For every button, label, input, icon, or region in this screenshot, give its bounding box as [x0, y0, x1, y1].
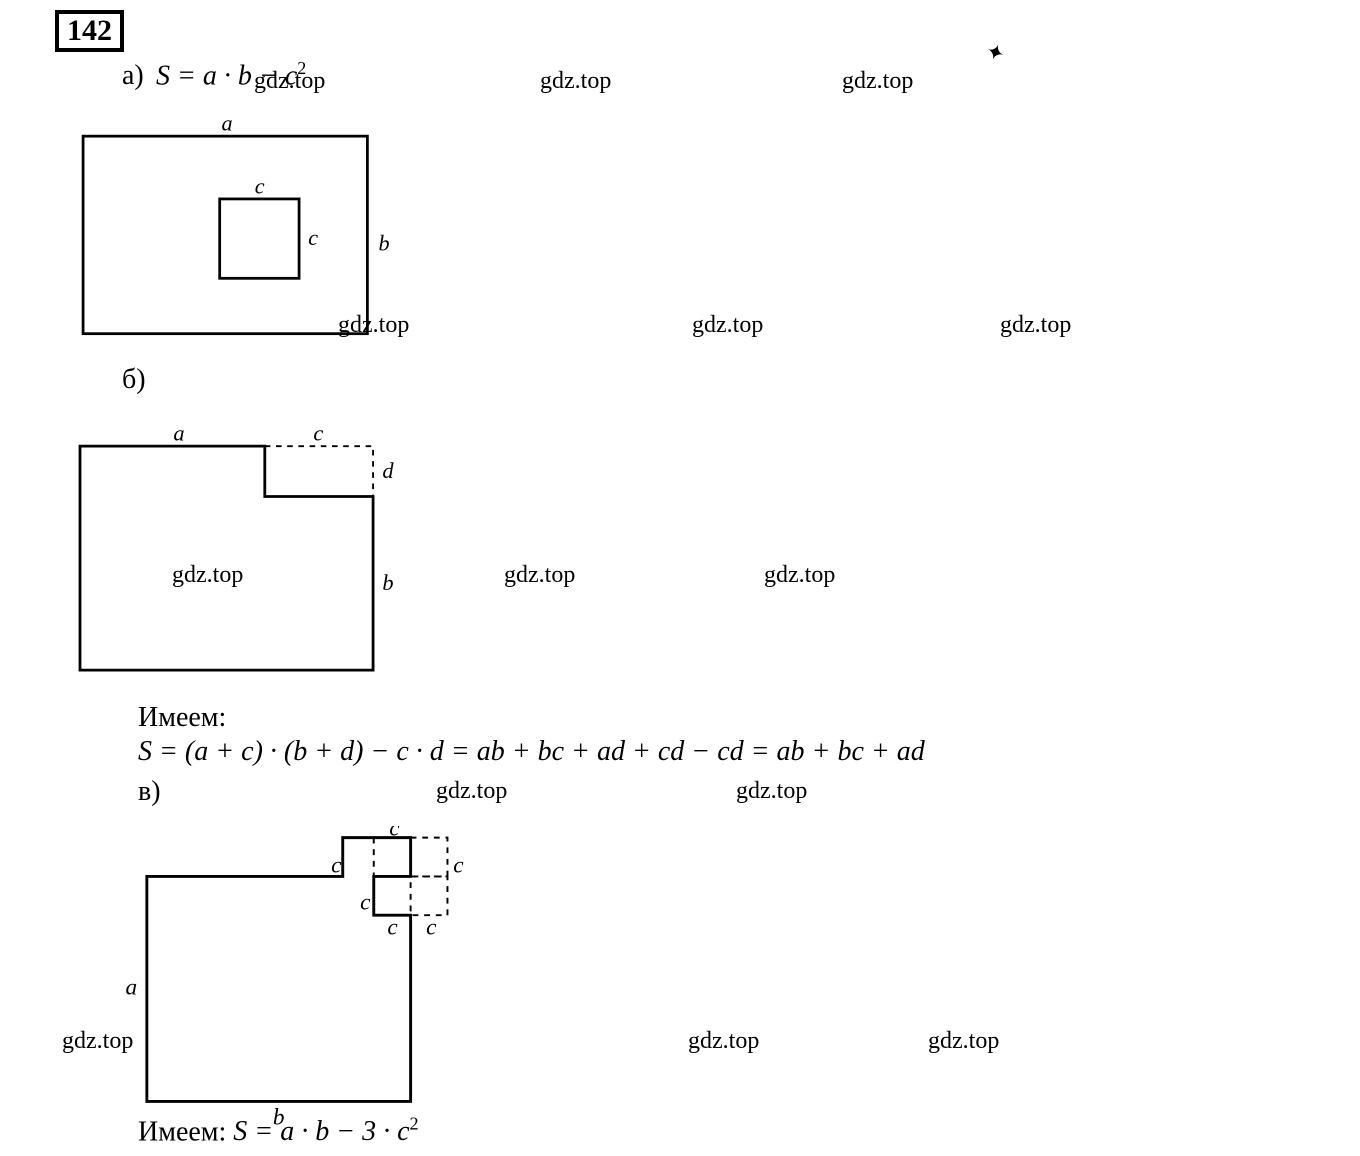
diagram-a-outer: [83, 136, 367, 334]
diagram-a-label-c-top: c: [255, 173, 265, 198]
part-v-imeem-prefix: Имеем:: [138, 1116, 233, 1147]
watermark: gdz.top: [692, 312, 763, 339]
diagram-v-label-c2: c: [331, 853, 342, 879]
diagram-b-label-a: a: [173, 421, 184, 446]
diagram-a-inner: [220, 199, 299, 278]
watermark: gdz.top: [338, 312, 409, 339]
diagram-a-label-b: b: [378, 231, 389, 256]
diagram-v-dash-2: [411, 876, 448, 915]
diagram-b-dashed: [265, 446, 373, 496]
diagram-a-label-a: a: [222, 114, 233, 136]
part-b-label: б): [122, 364, 146, 396]
watermark: gdz.top: [254, 68, 325, 95]
watermark: gdz.top: [540, 68, 611, 95]
part-a-label: а): [122, 60, 144, 92]
watermark: gdz.top: [172, 562, 243, 589]
watermark: gdz.top: [928, 1028, 999, 1055]
diagram-v-dash-1: [411, 838, 448, 877]
diagram-v-label-c6: c: [426, 915, 437, 941]
watermark: gdz.top: [62, 1028, 133, 1055]
diagram-v-label-c3: c: [453, 853, 464, 879]
watermark: gdz.top: [688, 1028, 759, 1055]
diagram-v-label-c5: c: [387, 915, 398, 941]
page: 142 ✦ а) S = a · b − c2 a b c c б) a c d…: [0, 0, 1360, 1156]
watermark: gdz.top: [1000, 312, 1071, 339]
diagram-v-label-c4: c: [360, 889, 371, 915]
watermark: gdz.top: [842, 68, 913, 95]
diagram-b: a c d b: [58, 420, 438, 700]
watermark: gdz.top: [764, 562, 835, 589]
diagram-v-solid: [147, 838, 411, 1102]
diagram-b-label-b: b: [382, 570, 393, 595]
part-v-formula: S = a · b − 3 · c2: [233, 1116, 418, 1147]
diagram-a-label-c-side: c: [308, 225, 318, 250]
diagram-v-label-c1: c: [389, 826, 400, 842]
diagram-b-solid: [80, 446, 373, 670]
part-b-formula: S = (a + c) · (b + d) − c · d = ab + bc …: [138, 736, 925, 768]
watermark: gdz.top: [736, 778, 807, 805]
diagram-v-label-a: a: [126, 975, 138, 1001]
part-v-imeem-line: Имеем: S = a · b − 3 · c2: [138, 1114, 419, 1148]
watermark: gdz.top: [504, 562, 575, 589]
smudge-mark: ✦: [982, 38, 1008, 69]
watermark: gdz.top: [436, 778, 507, 805]
problem-number: 142: [55, 10, 124, 52]
diagram-b-label-c: c: [313, 421, 323, 446]
part-v-label: в): [138, 776, 161, 808]
diagram-b-label-d: d: [382, 458, 394, 483]
part-b-imeem: Имеем:: [138, 702, 226, 734]
diagram-v: a b c c c c c c: [112, 826, 492, 1146]
